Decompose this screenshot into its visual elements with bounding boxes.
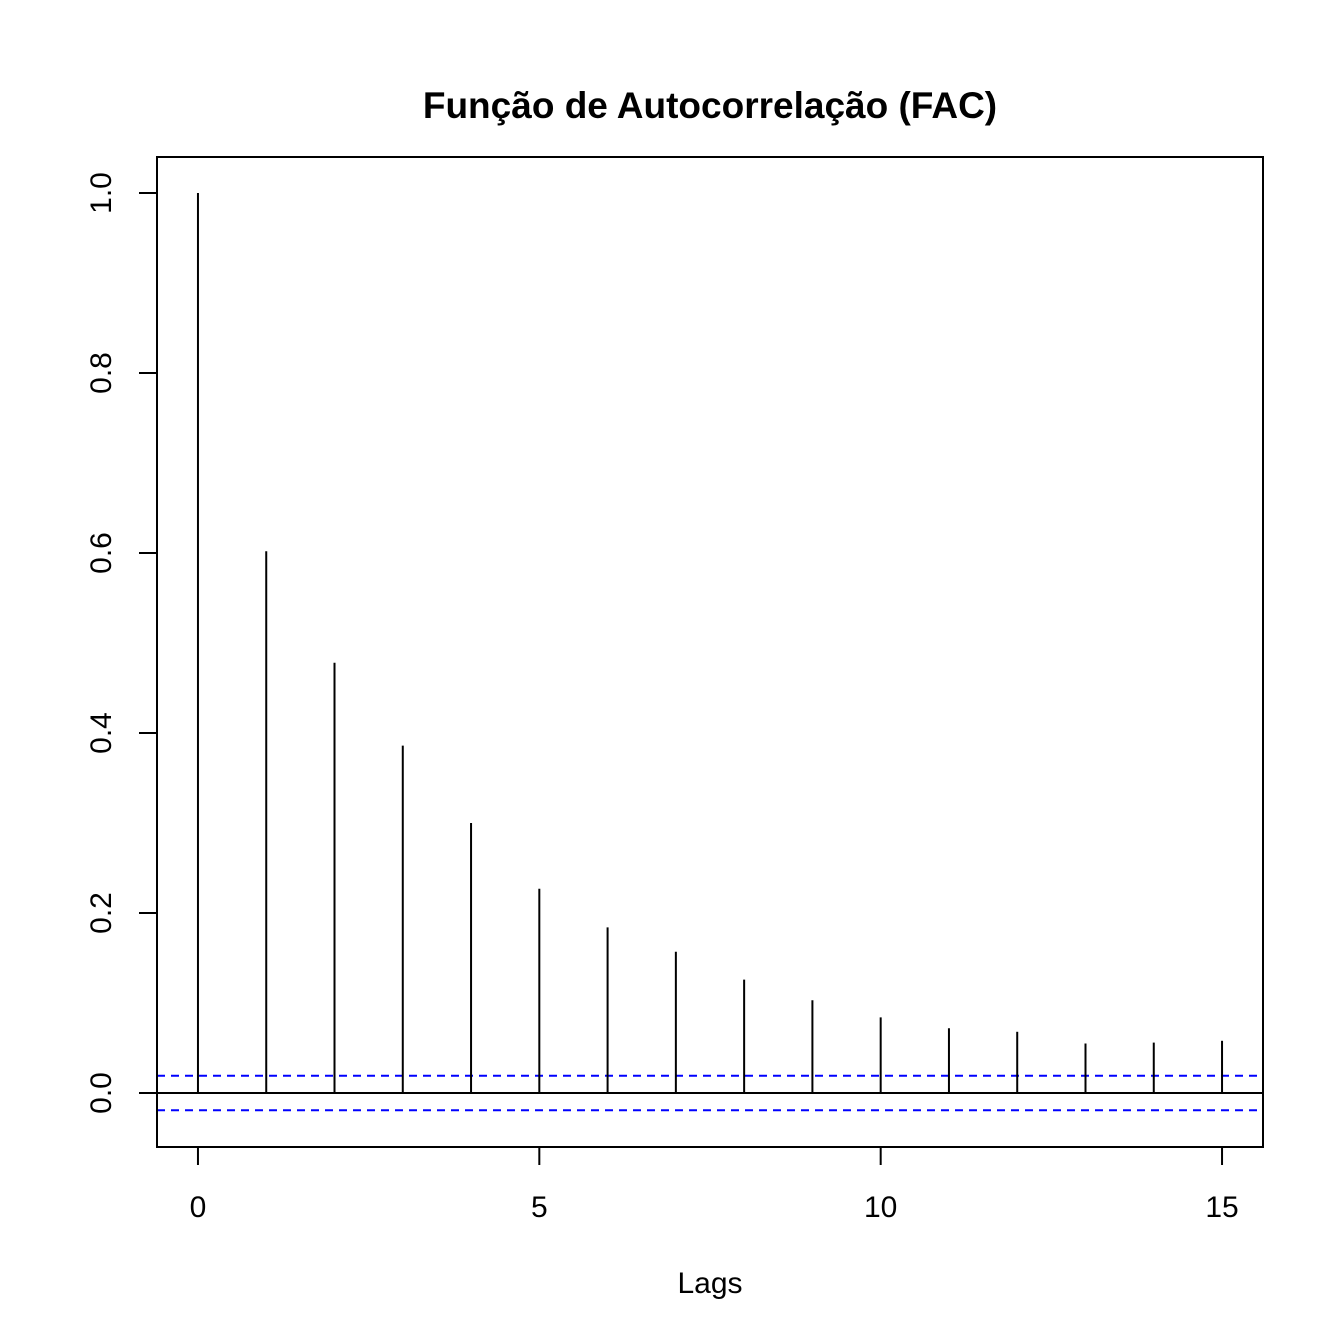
- chart-title: Função de Autocorrelação (FAC): [423, 85, 997, 126]
- y-tick-label-1: 1.0: [85, 172, 118, 214]
- x-tick-label-15: 15: [1205, 1191, 1238, 1224]
- x-tick-label-5: 5: [531, 1191, 548, 1224]
- y-tick-label-0-2: 0.2: [85, 892, 118, 934]
- plot-area: 0 5 10 15 0.0 0.2 0.4 0.6 0.8 1.0: [85, 156, 1264, 1224]
- x-tick-label-10: 10: [864, 1191, 897, 1224]
- plot-frame: [156, 156, 1264, 1148]
- x-axis-label: Lags: [677, 1267, 742, 1300]
- y-tick-label-0-4: 0.4: [85, 712, 118, 754]
- y-tick-label-0-6: 0.6: [85, 532, 118, 574]
- y-tick-label-0-8: 0.8: [85, 352, 118, 394]
- y-tick-label-0: 0.0: [85, 1072, 118, 1114]
- x-tick-label-0: 0: [190, 1191, 207, 1224]
